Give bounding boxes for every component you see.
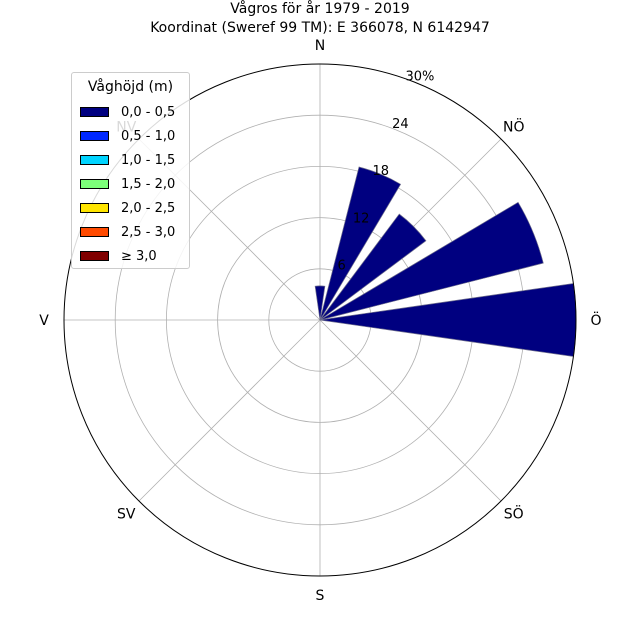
chart-title-line1: Vågros för år 1979 - 2019	[230, 1, 410, 17]
chart-title: Vågros för år 1979 - 2019 Koordinat (Swe…	[0, 0, 640, 38]
direction-label-ö: Ö	[590, 311, 601, 329]
legend-label: 0,5 - 1,0	[121, 128, 176, 144]
legend-swatch	[80, 203, 109, 213]
sectors	[314, 166, 577, 357]
legend-label: 2,0 - 2,5	[121, 200, 176, 216]
grid-spoke-3	[319, 319, 502, 502]
direction-label-sv: SV	[117, 507, 136, 523]
direction-label-v: V	[39, 313, 49, 329]
legend-item-4: 2,0 - 2,5	[80, 196, 181, 220]
radial-tick-labels: 6 12 18 24 30%	[337, 69, 434, 273]
legend-item-1: 0,5 - 1,0	[80, 124, 181, 148]
legend-item-0: 0,0 - 0,5	[80, 100, 181, 124]
radial-tick-label-1: 12	[353, 211, 370, 226]
legend-swatch	[80, 155, 109, 165]
grid-spoke-5	[138, 319, 321, 502]
legend-swatch	[80, 179, 109, 189]
legend-swatch	[80, 107, 109, 117]
direction-label-n: N	[315, 38, 325, 54]
chart-title-line2: Koordinat (Sweref 99 TM): E 366078, N 61…	[150, 20, 490, 36]
outer-circle	[63, 63, 577, 577]
legend-label: ≥ 3,0	[121, 248, 157, 264]
sector-bar-3	[319, 201, 544, 321]
sector-bar-0	[314, 285, 326, 321]
legend-label: 0,0 - 0,5	[121, 104, 176, 120]
legend-label: 1,0 - 1,5	[121, 152, 176, 168]
direction-labels: NNÖÖSÖSSVVNV	[39, 38, 601, 604]
legend-label: 2,5 - 3,0	[121, 224, 176, 240]
direction-label-nö: NÖ	[503, 117, 525, 135]
legend-swatch	[80, 131, 109, 141]
legend: Våghöjd (m) 0,0 - 0,5 0,5 - 1,0 1,0 - 1,5 1…	[71, 72, 190, 269]
radial-tick-label-0: 6	[337, 259, 345, 274]
direction-label-sö: SÖ	[504, 505, 524, 523]
radial-tick-label-3: 24	[392, 117, 409, 132]
sector-bar-1	[319, 166, 402, 321]
legend-swatch	[80, 251, 109, 261]
polar-outline	[63, 63, 577, 577]
legend-title: Våghöjd (m)	[87, 79, 174, 95]
legend-swatch	[80, 227, 109, 237]
legend-label: 1,5 - 2,0	[121, 176, 176, 192]
sector-bar-4	[319, 283, 577, 357]
legend-items: 0,0 - 0,5 0,5 - 1,0 1,0 - 1,5 1,5 - 2,0 2,0 …	[80, 100, 181, 268]
radial-tick-label-4: 30%	[406, 69, 435, 84]
sector-bar-2	[319, 213, 427, 321]
legend-item-3: 1,5 - 2,0	[80, 172, 181, 196]
direction-label-s: S	[316, 588, 325, 604]
legend-item-5: 2,5 - 3,0	[80, 220, 181, 244]
legend-item-6: ≥ 3,0	[80, 244, 181, 268]
legend-item-2: 1,0 - 1,5	[80, 148, 181, 172]
radial-tick-label-2: 18	[373, 164, 390, 179]
